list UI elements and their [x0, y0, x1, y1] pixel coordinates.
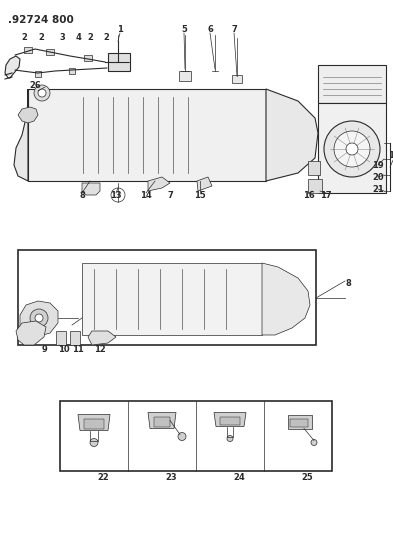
Bar: [154, 416, 170, 426]
Polygon shape: [20, 301, 58, 337]
Polygon shape: [148, 177, 170, 191]
Text: 14: 14: [140, 191, 152, 200]
Bar: [232, 75, 242, 83]
Bar: [46, 49, 54, 55]
Text: 25: 25: [301, 473, 313, 482]
Text: 21: 21: [372, 184, 384, 193]
Bar: [290, 418, 308, 426]
Text: 18: 18: [388, 150, 393, 159]
Polygon shape: [14, 89, 28, 181]
Circle shape: [34, 85, 50, 101]
Text: 10: 10: [58, 344, 70, 353]
Bar: [179, 71, 191, 81]
Bar: [70, 331, 80, 345]
Polygon shape: [288, 415, 312, 429]
Text: .92724 800: .92724 800: [8, 15, 74, 25]
Polygon shape: [148, 413, 176, 429]
Text: 5: 5: [181, 25, 187, 34]
Text: 15: 15: [194, 191, 206, 200]
Text: 2: 2: [103, 34, 109, 43]
Bar: [318, 65, 386, 103]
Text: 8: 8: [345, 279, 351, 287]
Text: 11: 11: [72, 344, 84, 353]
Text: 4: 4: [75, 34, 81, 43]
Circle shape: [178, 432, 186, 440]
Polygon shape: [88, 331, 116, 345]
Bar: [84, 418, 104, 429]
Text: 9: 9: [41, 344, 47, 353]
Text: 7: 7: [231, 25, 237, 34]
Text: 22: 22: [97, 473, 109, 482]
Bar: [69, 68, 75, 74]
Text: 13: 13: [110, 191, 122, 200]
Bar: [56, 331, 66, 345]
Text: 20: 20: [372, 173, 384, 182]
Polygon shape: [82, 183, 100, 195]
Polygon shape: [5, 56, 20, 78]
Polygon shape: [318, 103, 386, 193]
Polygon shape: [214, 413, 246, 426]
Text: 8: 8: [79, 191, 85, 200]
Text: 7: 7: [167, 191, 173, 200]
Polygon shape: [16, 321, 46, 345]
Text: 3: 3: [59, 34, 65, 43]
Bar: [308, 161, 320, 175]
Text: 2: 2: [87, 34, 93, 43]
Polygon shape: [18, 107, 38, 123]
Circle shape: [311, 440, 317, 446]
Circle shape: [35, 314, 43, 322]
Circle shape: [346, 143, 358, 155]
Circle shape: [30, 309, 48, 327]
Text: 23: 23: [165, 473, 177, 482]
Bar: [82, 263, 262, 335]
Text: 24: 24: [233, 473, 245, 482]
Text: 2: 2: [21, 34, 27, 43]
Circle shape: [334, 131, 370, 167]
Bar: [24, 47, 32, 53]
Circle shape: [38, 89, 46, 97]
Text: 16: 16: [303, 191, 315, 200]
Text: 19: 19: [372, 160, 384, 169]
Polygon shape: [197, 177, 212, 191]
Polygon shape: [78, 415, 110, 431]
Circle shape: [90, 439, 98, 447]
Bar: [35, 71, 41, 77]
Bar: [220, 416, 240, 424]
Text: 2: 2: [38, 34, 44, 43]
Polygon shape: [266, 89, 318, 181]
Bar: [308, 179, 322, 193]
Text: 6: 6: [207, 25, 213, 34]
Polygon shape: [262, 263, 310, 335]
Text: 26: 26: [29, 82, 41, 91]
Bar: [28, 89, 266, 181]
Text: 1: 1: [117, 25, 123, 34]
Circle shape: [111, 188, 125, 202]
Bar: [18, 250, 316, 345]
Circle shape: [227, 435, 233, 441]
Circle shape: [324, 121, 380, 177]
Text: 17: 17: [320, 191, 332, 200]
Bar: [60, 401, 332, 471]
Bar: [108, 53, 130, 71]
Bar: [84, 55, 92, 61]
Text: 12: 12: [94, 344, 106, 353]
